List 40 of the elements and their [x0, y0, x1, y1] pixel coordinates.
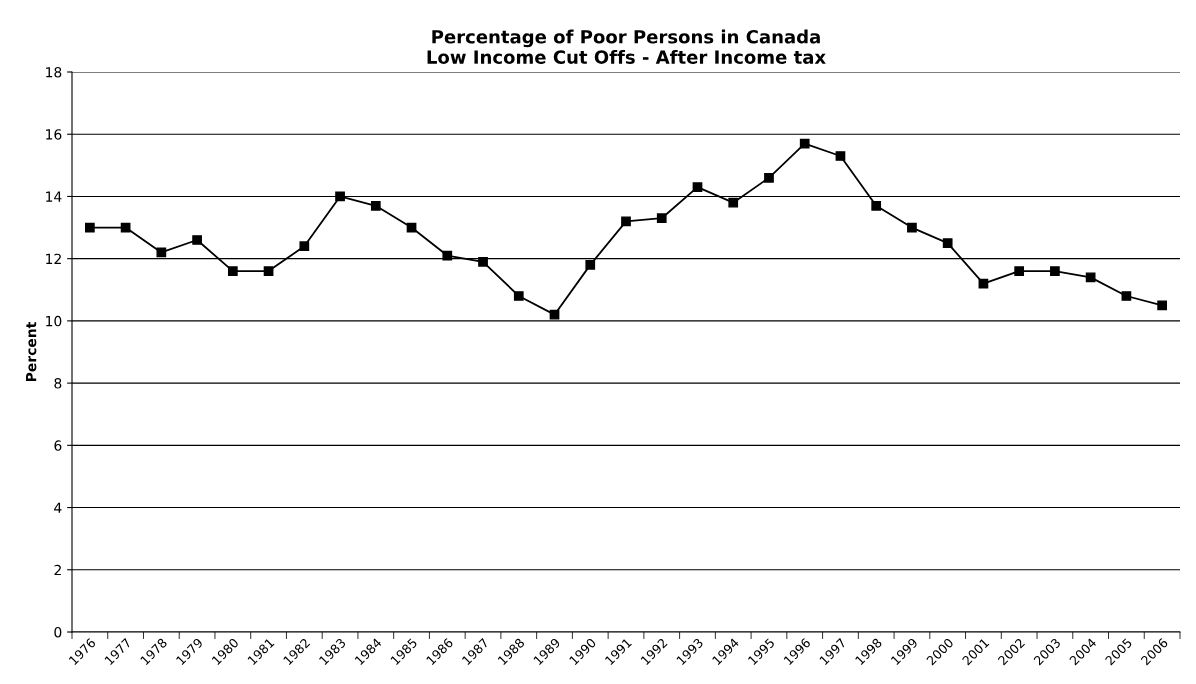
point	[621, 216, 631, 227]
point	[692, 182, 703, 192]
point	[1050, 266, 1060, 276]
y-tick-label: 6	[54, 440, 62, 451]
y-tick-label: 4	[54, 502, 62, 513]
y-tick-label: 14	[46, 191, 62, 202]
point	[799, 138, 810, 149]
y-tick-label: 2	[54, 564, 61, 576]
point	[263, 266, 274, 276]
point	[299, 241, 310, 252]
point	[370, 200, 381, 211]
point	[656, 213, 667, 224]
y-tick-label: 8	[54, 378, 62, 389]
point	[442, 250, 453, 261]
point	[871, 200, 882, 211]
point	[907, 222, 917, 233]
point	[1085, 272, 1096, 283]
point	[192, 235, 202, 245]
point	[1014, 266, 1025, 276]
point	[85, 222, 95, 233]
chart-title: Percentage of Poor Persons in Canada Low Income Cut Offs - After Income tax	[427, 29, 826, 64]
point	[1157, 300, 1167, 311]
y-tick-label: 16	[46, 129, 62, 140]
point	[335, 191, 345, 202]
point	[585, 260, 596, 270]
point	[728, 197, 739, 208]
point	[549, 309, 560, 320]
y-tick-label: 10	[46, 315, 62, 327]
point	[156, 247, 167, 258]
point	[478, 256, 488, 267]
y-tick-label: 12	[46, 253, 61, 264]
point	[835, 151, 846, 161]
point	[227, 266, 238, 276]
point	[513, 291, 524, 301]
point	[1121, 291, 1132, 301]
y-tick-label: 0	[54, 626, 62, 638]
point	[942, 238, 953, 248]
point	[764, 172, 774, 183]
y-axis-title: Percent	[26, 322, 37, 382]
y-tick-label: 18	[46, 66, 62, 78]
